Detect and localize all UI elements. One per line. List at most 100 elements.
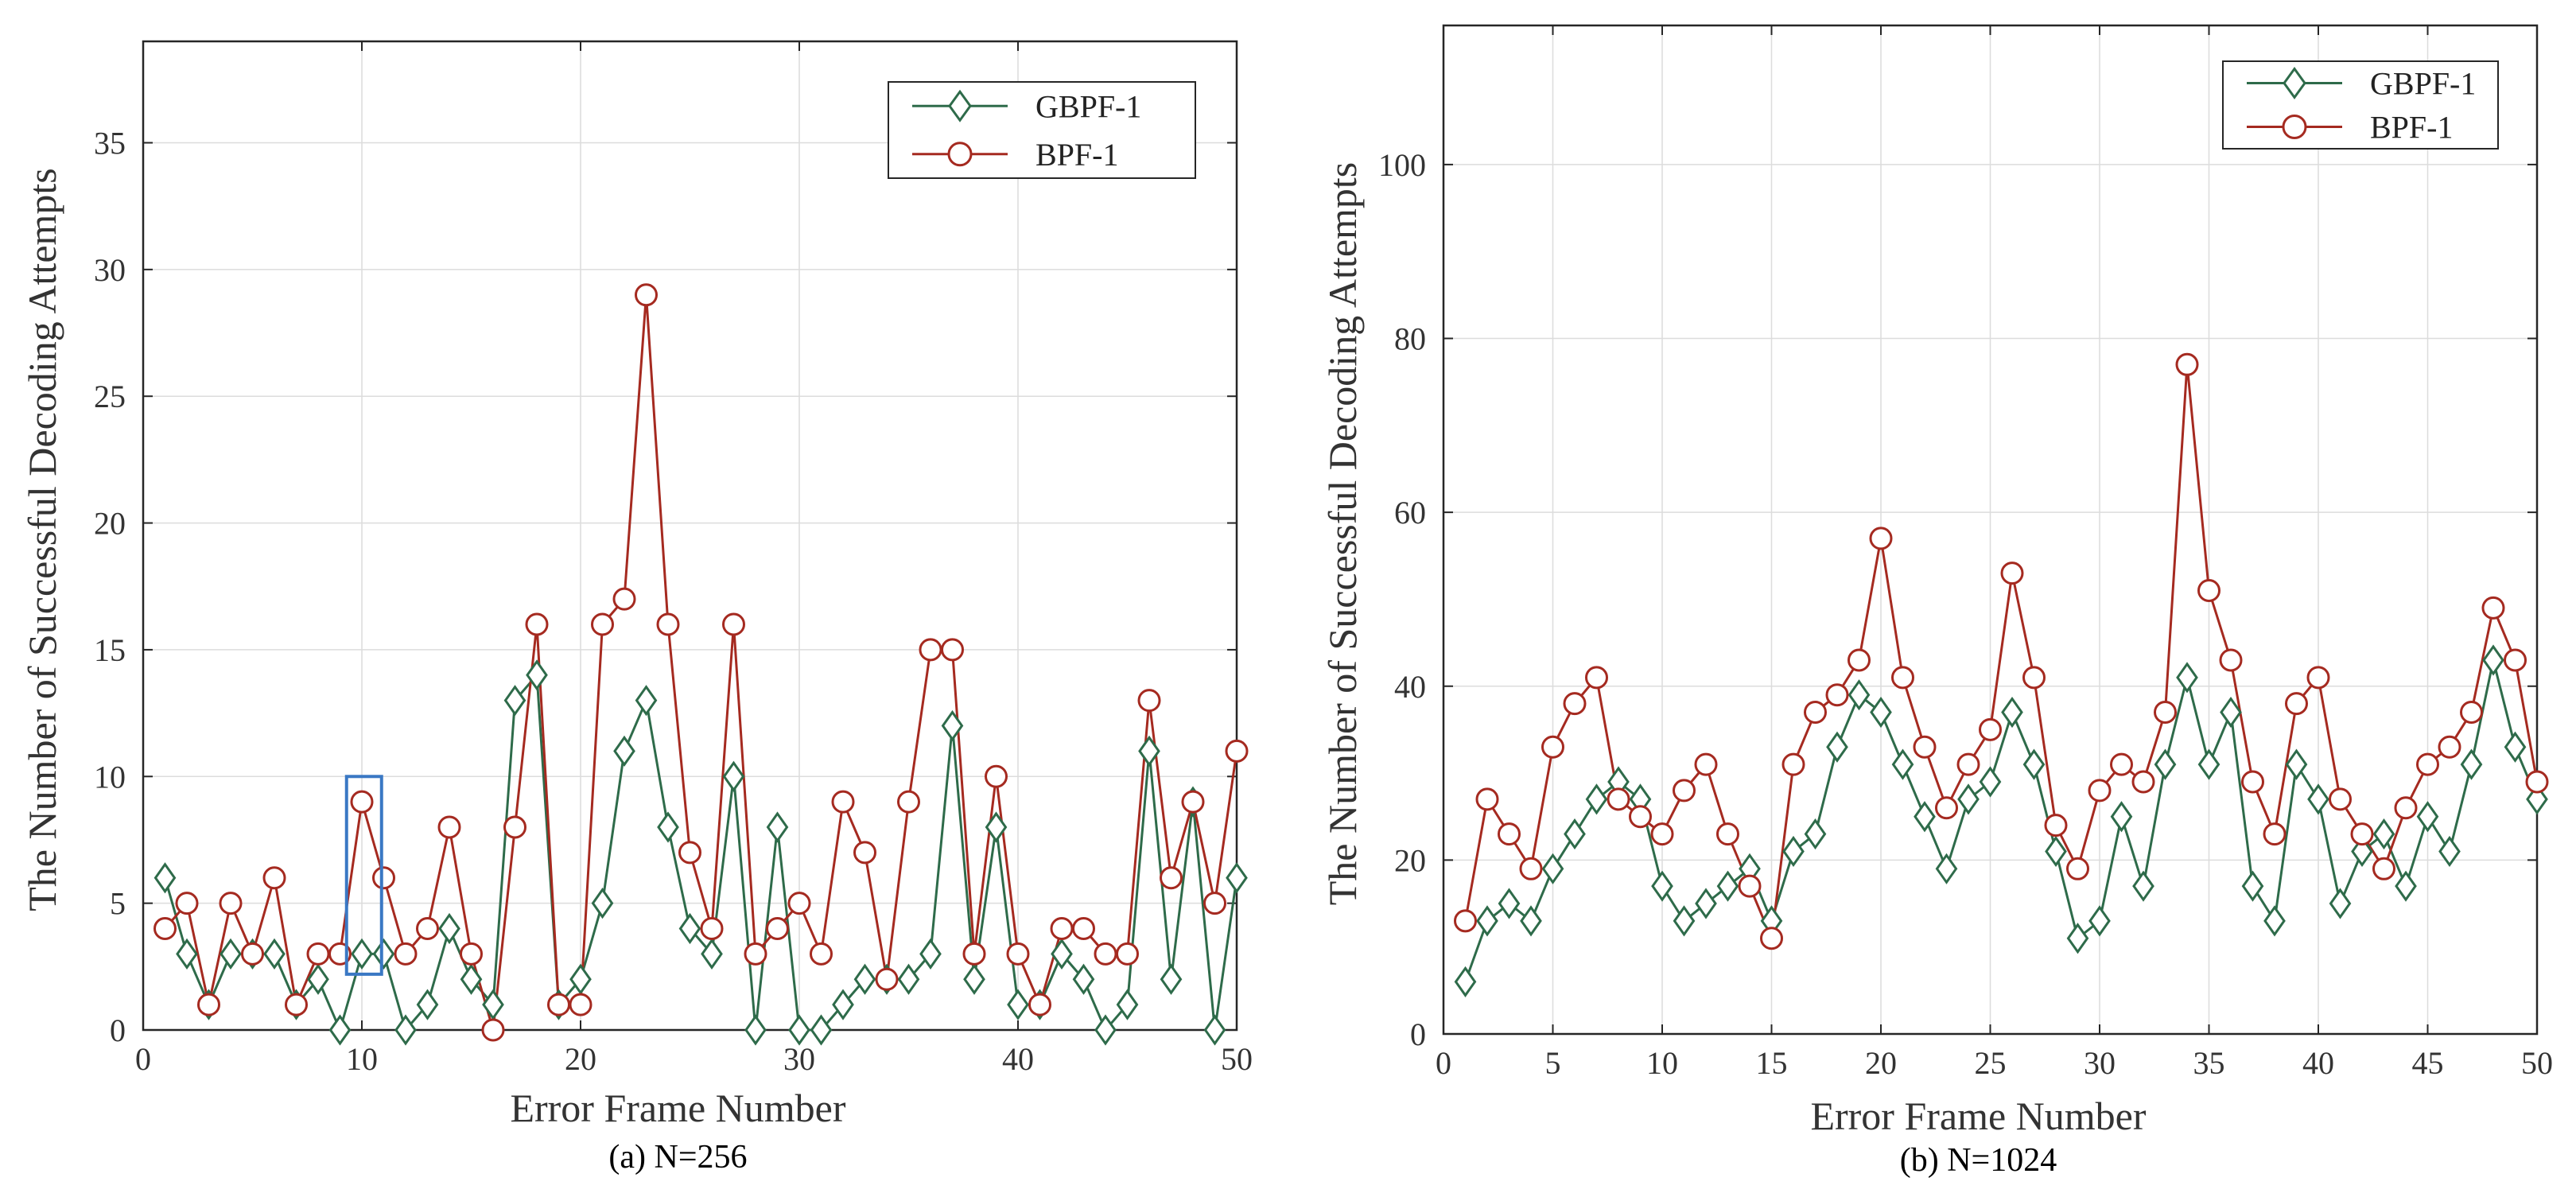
data-point-gbpf-1: [482, 989, 504, 1020]
data-point-bpf-1: [525, 612, 549, 636]
data-point-bpf-1: [372, 866, 395, 890]
data-point-gbpf-1: [1094, 1014, 1117, 1046]
data-point-bpf-1: [547, 993, 570, 1016]
y-tick-label: 40: [1394, 669, 1426, 705]
data-point-gbpf-1: [351, 938, 373, 970]
chart-panel-2: 0 5 10 15 20 25 30 35 40 45 50 0 20 40 60 80 100 Error Fr…: [1320, 24, 2553, 1179]
data-point-gbpf-1: [2526, 783, 2548, 815]
data-point-gbpf-1: [526, 659, 548, 691]
series-line-bpf-1: [1464, 363, 2539, 940]
data-point-bpf-1: [1137, 689, 1161, 713]
data-point-gbpf-1: [2001, 696, 2023, 729]
y-tick-label: 10: [94, 759, 126, 795]
data-point-bpf-1: [481, 1018, 505, 1042]
x-tick-label: 20: [565, 1041, 596, 1077]
data-point-gbpf-1: [1116, 989, 1139, 1020]
data-point-gbpf-1: [1541, 853, 1564, 884]
data-point-bpf-1: [197, 993, 220, 1016]
x-tick-label: 20: [1865, 1045, 1897, 1081]
x-axis-title: Error Frame Number: [1810, 1094, 2146, 1138]
data-point-gbpf-1: [635, 685, 658, 717]
data-point-gbpf-1: [678, 912, 701, 945]
data-point-gbpf-1: [1891, 748, 1914, 780]
x-axis-title: Error Frame Number: [510, 1086, 845, 1130]
data-point-gbpf-1: [963, 963, 985, 995]
data-point-gbpf-1: [657, 811, 679, 843]
x-tick-label: 40: [1002, 1041, 1034, 1077]
data-point-bpf-1: [1738, 874, 1762, 898]
y-axis-title: The Number of Successful Decoding Attemp…: [20, 168, 64, 911]
data-point-gbpf-1: [810, 1014, 833, 1046]
data-point-gbpf-1: [2329, 888, 2352, 919]
data-point-bpf-1: [1891, 666, 1914, 690]
data-point-bpf-1: [875, 967, 899, 991]
data-point-gbpf-1: [591, 888, 614, 919]
data-point-bpf-1: [2044, 814, 2068, 838]
y-tick-label: 0: [1410, 1016, 1426, 1052]
data-point-bpf-1: [394, 942, 418, 966]
data-point-gbpf-1: [613, 735, 635, 768]
data-point-bpf-1: [700, 917, 724, 941]
data-point-bpf-1: [1760, 927, 1783, 950]
data-point-bpf-1: [1094, 942, 1117, 966]
data-point-gbpf-1: [460, 963, 483, 995]
data-point-bpf-1: [241, 942, 264, 966]
y-tick-label: 80: [1394, 321, 1426, 357]
x-tick-label: 0: [1436, 1045, 1451, 1081]
legend-label-bpf-1: BPF-1: [2370, 110, 2454, 146]
data-point-bpf-1: [2460, 701, 2483, 725]
legend-marker-gbpf-1: [948, 89, 972, 122]
data-point-gbpf-1: [853, 963, 876, 995]
data-point-bpf-1: [1935, 796, 1958, 820]
data-point-gbpf-1: [985, 811, 1008, 843]
data-point-gbpf-1: [2022, 748, 2046, 780]
y-tick-label: 0: [110, 1012, 126, 1048]
data-point-gbpf-1: [1498, 888, 1521, 919]
data-point-bpf-1: [897, 790, 920, 814]
x-tick-label: 5: [1545, 1045, 1561, 1081]
data-point-gbpf-1: [1226, 862, 1248, 894]
data-point-gbpf-1: [832, 989, 854, 1020]
data-point-gbpf-1: [2460, 748, 2483, 780]
series-line-bpf-1: [164, 293, 1238, 1032]
data-point-bpf-1: [919, 638, 942, 662]
data-point-gbpf-1: [919, 938, 942, 970]
data-point-bpf-1: [2438, 735, 2461, 759]
data-point-gbpf-1: [1072, 963, 1095, 995]
data-point-bpf-1: [2350, 822, 2374, 846]
data-point-bpf-1: [2088, 779, 2112, 803]
data-point-gbpf-1: [1476, 905, 1498, 937]
data-point-bpf-1: [1498, 822, 1521, 846]
data-point-bpf-1: [1028, 993, 1051, 1016]
data-point-bpf-1: [219, 892, 243, 915]
x-tick-label: 50: [1221, 1041, 1253, 1077]
data-point-bpf-1: [1650, 822, 1674, 846]
data-point-bpf-1: [1203, 892, 1226, 915]
data-point-gbpf-1: [701, 938, 723, 970]
legend-label-bpf-1: BPF-1: [1035, 137, 1119, 173]
data-point-gbpf-1: [416, 989, 439, 1020]
data-point-bpf-1: [306, 942, 330, 966]
data-point-gbpf-1: [1051, 938, 1073, 970]
data-point-bpf-1: [1181, 790, 1205, 814]
data-point-bpf-1: [1869, 527, 1893, 550]
y-tick-label: 100: [1378, 147, 1426, 183]
x-tick-label: 0: [135, 1041, 151, 1077]
data-point-gbpf-1: [2504, 731, 2527, 763]
data-point-bpf-1: [460, 942, 483, 966]
x-tick-label: 25: [1975, 1045, 2007, 1081]
data-point-bpf-1: [2329, 787, 2352, 811]
data-point-bpf-1: [787, 892, 811, 915]
data-point-bpf-1: [350, 790, 374, 814]
x-tick-label: 30: [2084, 1045, 2116, 1081]
data-point-bpf-1: [1913, 735, 1937, 759]
data-point-gbpf-1: [328, 1014, 352, 1046]
data-point-bpf-1: [2504, 648, 2527, 672]
data-point-bpf-1: [1475, 787, 1499, 811]
data-point-bpf-1: [591, 612, 614, 636]
data-point-gbpf-1: [2154, 748, 2177, 780]
data-point-bpf-1: [1160, 866, 1183, 890]
legend-marker-bpf-1: [2282, 115, 2307, 139]
data-point-gbpf-1: [2307, 783, 2329, 815]
data-point-bpf-1: [635, 283, 658, 307]
